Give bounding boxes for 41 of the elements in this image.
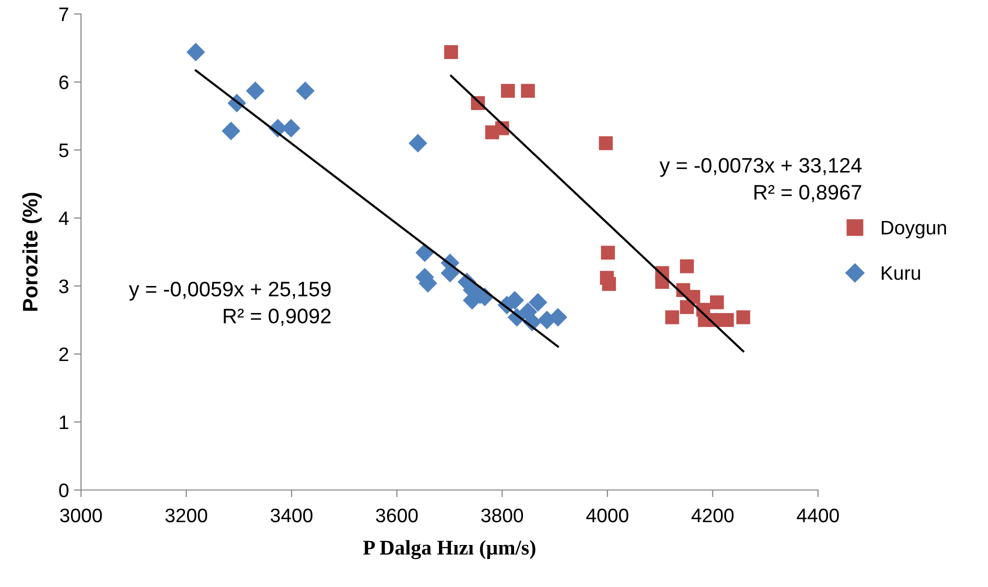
point	[246, 82, 265, 100]
point	[665, 310, 680, 324]
point	[520, 84, 535, 98]
y-tick-label: 5	[59, 144, 68, 158]
point	[500, 84, 515, 98]
point	[710, 295, 724, 310]
point	[680, 259, 694, 274]
point	[736, 310, 750, 324]
point	[680, 300, 694, 314]
legend-label: Kuru	[882, 266, 920, 280]
point	[720, 313, 734, 327]
y-axis-title: Porozite (%)	[22, 192, 42, 311]
y-tick-label: 6	[59, 75, 68, 90]
x-tick-label: 3600	[376, 508, 418, 522]
x-tick-label: 4400	[796, 508, 839, 522]
point	[598, 136, 613, 150]
annotation: y = -0,0059x + 25,159 R² = 0,9092	[128, 282, 331, 326]
point	[296, 82, 315, 100]
point	[186, 42, 206, 62]
x-tick-label: 3200	[165, 508, 208, 522]
y-tick-label: 4	[58, 212, 69, 226]
x-tick-label: 3800	[481, 508, 524, 522]
point	[408, 134, 428, 153]
x-tick-label: 4000	[586, 508, 628, 522]
x-tick-label: 3400	[270, 508, 312, 522]
point	[444, 45, 458, 60]
annotation: y = -0,0073x + 33,124 R² = 0,8967	[660, 158, 862, 202]
point	[601, 246, 615, 260]
point	[528, 293, 548, 312]
x-tick-label: 3000	[60, 508, 102, 522]
point	[222, 122, 240, 140]
y-tick-label: 0	[59, 483, 68, 498]
point	[655, 274, 670, 289]
y-tick-label: 7	[59, 8, 68, 22]
x-tick-label: 4200	[692, 508, 734, 522]
x-axis-title: P Dalga Hızı (µm/s)	[363, 540, 536, 560]
y-tick-label: 3	[59, 279, 68, 294]
legend-label: Doygun	[882, 220, 946, 238]
y-tick-label: 2	[59, 347, 68, 362]
y-tick-label: 1	[60, 416, 68, 430]
point	[602, 277, 616, 291]
